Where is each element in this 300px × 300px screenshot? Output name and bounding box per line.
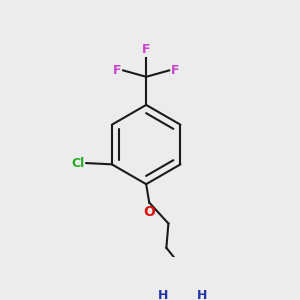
Text: F: F [112,64,121,77]
Text: F: F [142,43,150,56]
Text: H: H [196,290,207,300]
Text: Cl: Cl [72,157,85,169]
Text: F: F [171,64,180,77]
Text: H: H [158,290,168,300]
Text: O: O [143,205,155,219]
